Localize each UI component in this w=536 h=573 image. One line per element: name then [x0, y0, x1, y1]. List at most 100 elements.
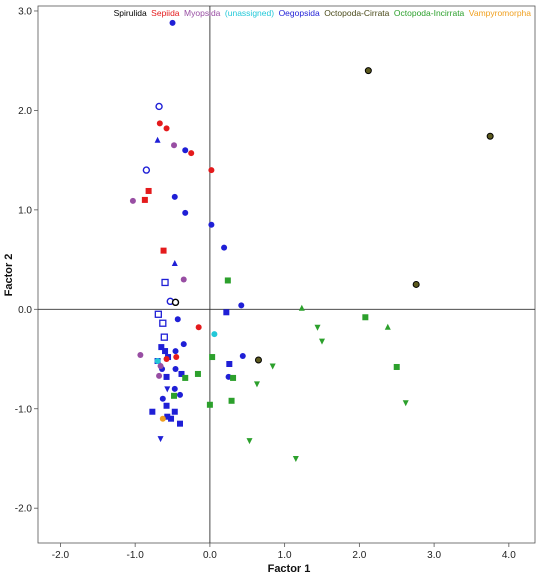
data-point	[159, 395, 166, 402]
data-point	[208, 167, 215, 174]
legend-item: Vampyromorpha	[469, 8, 531, 18]
data-point	[160, 333, 168, 341]
y-axis-title: Factor 2	[3, 254, 15, 297]
data-point	[158, 344, 165, 351]
data-point	[171, 193, 178, 200]
data-point	[154, 358, 161, 365]
y-tick-label: 1.0	[18, 205, 32, 216]
data-point	[384, 323, 391, 330]
data-point	[402, 400, 409, 407]
legend-item: (unassigned)	[225, 8, 274, 18]
data-point	[239, 353, 246, 360]
data-point	[137, 352, 144, 359]
data-point	[162, 348, 169, 355]
data-points	[129, 19, 494, 462]
data-point	[163, 356, 170, 363]
data-point	[171, 142, 178, 149]
x-tick-label: 3.0	[427, 550, 441, 561]
data-point	[145, 187, 152, 194]
x-tick-label: 0.0	[203, 550, 217, 561]
y-tick-label: 2.0	[18, 106, 32, 117]
y-tick-label: 3.0	[18, 6, 32, 17]
data-point	[298, 304, 305, 311]
y-tick-label: 0.0	[18, 305, 32, 316]
data-point	[269, 363, 276, 370]
data-point	[226, 361, 233, 367]
data-point	[173, 354, 180, 361]
data-point	[157, 362, 164, 369]
data-point	[393, 363, 400, 370]
data-point	[171, 408, 178, 415]
legend-item: Octopoda-Cirrata	[324, 8, 389, 18]
data-point	[254, 356, 262, 364]
data-point	[177, 420, 183, 427]
data-point	[362, 314, 369, 321]
legend-item: Octopoda-Incirrata	[394, 8, 465, 18]
data-point	[221, 244, 228, 251]
data-point	[206, 401, 213, 408]
data-point	[163, 402, 170, 409]
data-point	[142, 166, 151, 174]
data-point	[164, 386, 171, 393]
axes-group: -2.0 -1.0 0.0 1.0 2.0 3.0 4.0 3.0 2.0 1.0 0.0 -1.0 -…	[15, 6, 516, 561]
data-point	[364, 67, 372, 75]
data-point	[159, 319, 167, 327]
data-point	[188, 150, 195, 157]
data-point	[172, 348, 179, 355]
data-point	[129, 197, 136, 204]
data-point	[182, 374, 189, 381]
legend-item: Oegopsida	[279, 8, 320, 18]
data-point	[164, 413, 171, 420]
x-tick-label: 2.0	[352, 550, 366, 561]
x-tick-label: -2.0	[52, 550, 70, 561]
data-point	[182, 147, 189, 154]
data-point	[157, 436, 164, 443]
data-point	[238, 302, 245, 309]
data-point	[163, 373, 170, 380]
data-point	[177, 391, 183, 398]
data-point	[211, 331, 218, 338]
data-point	[182, 209, 189, 216]
x-tick-label: -1.0	[127, 550, 145, 561]
data-point	[161, 278, 169, 287]
data-point	[172, 365, 179, 372]
data-point	[253, 381, 260, 388]
data-point	[319, 338, 325, 345]
data-point	[208, 221, 215, 228]
data-point	[314, 324, 321, 331]
x-tick-label: 1.0	[278, 550, 292, 561]
data-point	[156, 120, 163, 127]
data-point	[228, 397, 235, 404]
data-point	[292, 455, 299, 462]
data-point	[180, 276, 187, 283]
data-point	[195, 324, 202, 331]
legend-item: Myopsida	[184, 8, 221, 18]
data-point	[194, 370, 201, 377]
legend-item: Spirulida	[114, 8, 147, 18]
data-point	[174, 316, 181, 323]
data-point	[171, 260, 178, 267]
data-point	[171, 392, 178, 399]
y-tick-label: -1.0	[15, 404, 33, 415]
data-point	[168, 415, 175, 422]
plot-frame	[37, 5, 536, 544]
data-point	[178, 370, 185, 377]
data-point	[160, 247, 167, 254]
data-point	[171, 298, 180, 307]
data-point	[169, 19, 176, 26]
x-tick-label: 4.0	[502, 550, 516, 561]
data-point	[154, 136, 161, 143]
data-point	[154, 310, 162, 318]
data-point	[486, 132, 494, 140]
data-point	[223, 309, 230, 316]
data-point	[141, 196, 148, 203]
data-point	[149, 408, 156, 415]
data-point	[230, 374, 237, 381]
data-point	[224, 277, 231, 284]
data-point	[159, 415, 166, 422]
x-axis-title: Factor 1	[268, 563, 311, 573]
legend: Spirulida Sepiida Myopsida (unassigned) Oego…	[114, 8, 532, 18]
data-point	[180, 341, 187, 348]
legend-item: Sepiida	[151, 8, 180, 18]
